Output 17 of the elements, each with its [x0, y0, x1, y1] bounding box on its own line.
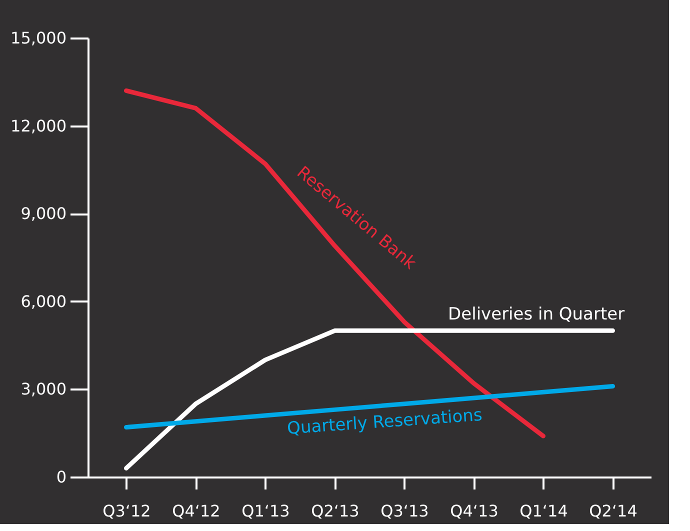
y-tick-label: 15,000: [10, 28, 66, 48]
x-tick-label: Q3‘12: [102, 502, 151, 520]
x-tick-label: Q3‘13: [380, 502, 429, 520]
y-tick-label: 6,000: [20, 292, 66, 311]
y-tick-label: 3,000: [20, 380, 66, 399]
x-tick-label: Q4‘13: [450, 502, 498, 520]
line-series: [124, 328, 616, 470]
series-label: Deliveries in Quarter: [448, 304, 625, 325]
x-tick-label: Q2‘13: [311, 502, 360, 520]
y-tick-label: 12,000: [10, 116, 66, 136]
y-tick-label: 9,000: [20, 204, 66, 224]
x-tick-label: Q1‘14: [520, 502, 568, 520]
x-tick-label: Q1‘13: [242, 502, 290, 520]
x-tick-label: Q2‘14: [589, 502, 638, 520]
series-label: Quarterly Reservations: [286, 405, 484, 439]
y-tick-label: 0: [56, 468, 66, 486]
x-tick-label: Q4‘12: [172, 502, 220, 520]
